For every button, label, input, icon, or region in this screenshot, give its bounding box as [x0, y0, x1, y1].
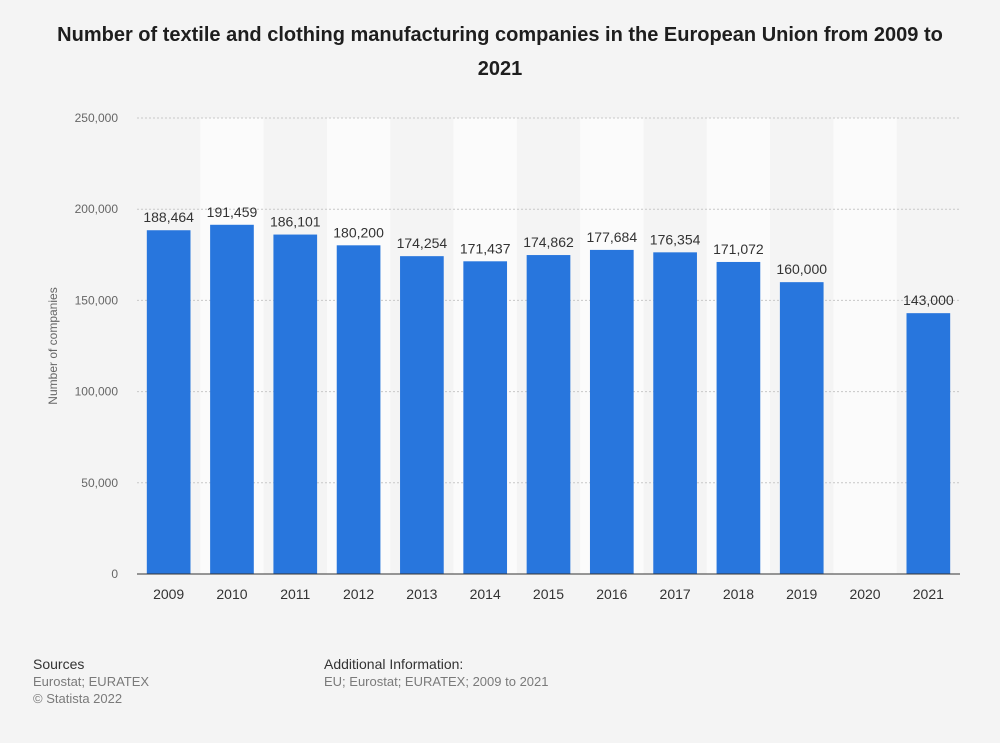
- x-tick-label: 2015: [533, 586, 564, 602]
- y-tick-label: 250,000: [75, 111, 119, 125]
- value-label: 186,101: [270, 214, 321, 230]
- x-tick-label: 2018: [723, 586, 754, 602]
- sources-text: Eurostat; EURATEX: [33, 674, 150, 689]
- additional-info-heading: Additional Information:: [324, 656, 464, 672]
- x-tick-label: 2012: [343, 586, 374, 602]
- bar: [146, 230, 191, 574]
- bar: [526, 255, 571, 575]
- value-label: 174,862: [523, 234, 574, 250]
- bar: [463, 261, 508, 574]
- additional-info-text: EU; Eurostat; EURATEX; 2009 to 2021: [324, 674, 549, 689]
- sources-block: Sources Eurostat; EURATEX © Statista 202…: [33, 656, 149, 707]
- bar: [716, 261, 761, 574]
- value-label: 188,464: [143, 209, 194, 225]
- additional-info-block: Additional Information: EU; Eurostat; EU…: [324, 656, 549, 690]
- value-label: 143,000: [903, 292, 954, 308]
- value-label: 171,072: [713, 241, 764, 257]
- bar: [589, 249, 634, 574]
- x-tick-label: 2016: [596, 586, 627, 602]
- value-label: 174,254: [397, 235, 448, 251]
- x-tick-label: 2020: [849, 586, 880, 602]
- sources-heading: Sources: [33, 656, 85, 672]
- value-label: 171,437: [460, 240, 511, 256]
- y-tick-label: 0: [111, 567, 118, 581]
- bar: [210, 224, 254, 574]
- chart-title: Number of textile and clothing manufactu…: [57, 24, 943, 80]
- y-tick-label: 200,000: [75, 202, 119, 216]
- x-tick-label: 2010: [216, 586, 247, 602]
- y-axis-title: Number of companies: [46, 287, 60, 404]
- x-tick-label: 2017: [660, 586, 691, 602]
- bar: [653, 252, 697, 574]
- copyright-text: © Statista 2022: [33, 691, 123, 706]
- bar: [779, 282, 824, 574]
- bar-chart: 0 50,000 100,000 150,000 200,000 250,000 Numbe…: [46, 111, 960, 602]
- x-tick-label: 2013: [406, 586, 437, 602]
- bar: [336, 245, 381, 575]
- bar: [400, 256, 444, 574]
- value-label: 180,200: [333, 224, 384, 240]
- bar: [273, 234, 318, 575]
- band-shade: [833, 118, 897, 574]
- value-label: 176,354: [650, 231, 701, 247]
- value-label: 160,000: [776, 261, 827, 277]
- value-label: 177,684: [587, 229, 638, 245]
- y-tick-label: 50,000: [81, 476, 118, 490]
- x-tick-label: 2014: [470, 586, 501, 602]
- y-tick-label: 100,000: [75, 385, 119, 399]
- x-tick-label: 2009: [153, 586, 184, 602]
- bar: [906, 313, 951, 574]
- x-tick-label: 2019: [786, 586, 817, 602]
- y-tick-label: 150,000: [75, 293, 119, 307]
- x-tick-label: 2011: [280, 586, 310, 602]
- value-label: 191,459: [207, 204, 258, 220]
- x-tick-label: 2021: [913, 586, 944, 602]
